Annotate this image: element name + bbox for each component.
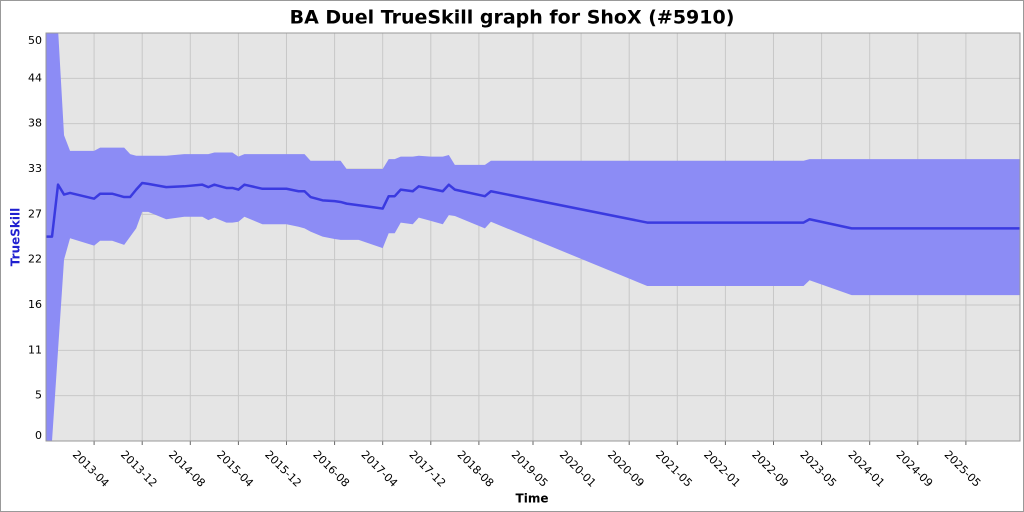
y-tick-label: 5 xyxy=(35,389,42,402)
x-axis-label: Time xyxy=(516,492,549,506)
y-tick-label: 22 xyxy=(28,253,42,266)
confidence-band xyxy=(46,33,1020,441)
y-tick-label: 27 xyxy=(28,207,42,220)
y-tick-label: 11 xyxy=(28,343,42,356)
y-tick-label: 33 xyxy=(28,162,42,175)
y-axis-label: TrueSkill xyxy=(9,208,23,266)
chart-title: BA Duel TrueSkill graph for ShoX (#5910) xyxy=(290,7,735,29)
y-tick-label: 0 xyxy=(35,429,42,442)
y-tick-label: 44 xyxy=(28,71,42,84)
trueskill-line xyxy=(46,181,1020,238)
plot-border xyxy=(45,32,1021,442)
y-tick-label: 38 xyxy=(28,117,42,130)
y-tick-label: 50 xyxy=(28,34,42,47)
y-tick-label: 16 xyxy=(28,298,42,311)
plot-content xyxy=(46,33,1020,441)
